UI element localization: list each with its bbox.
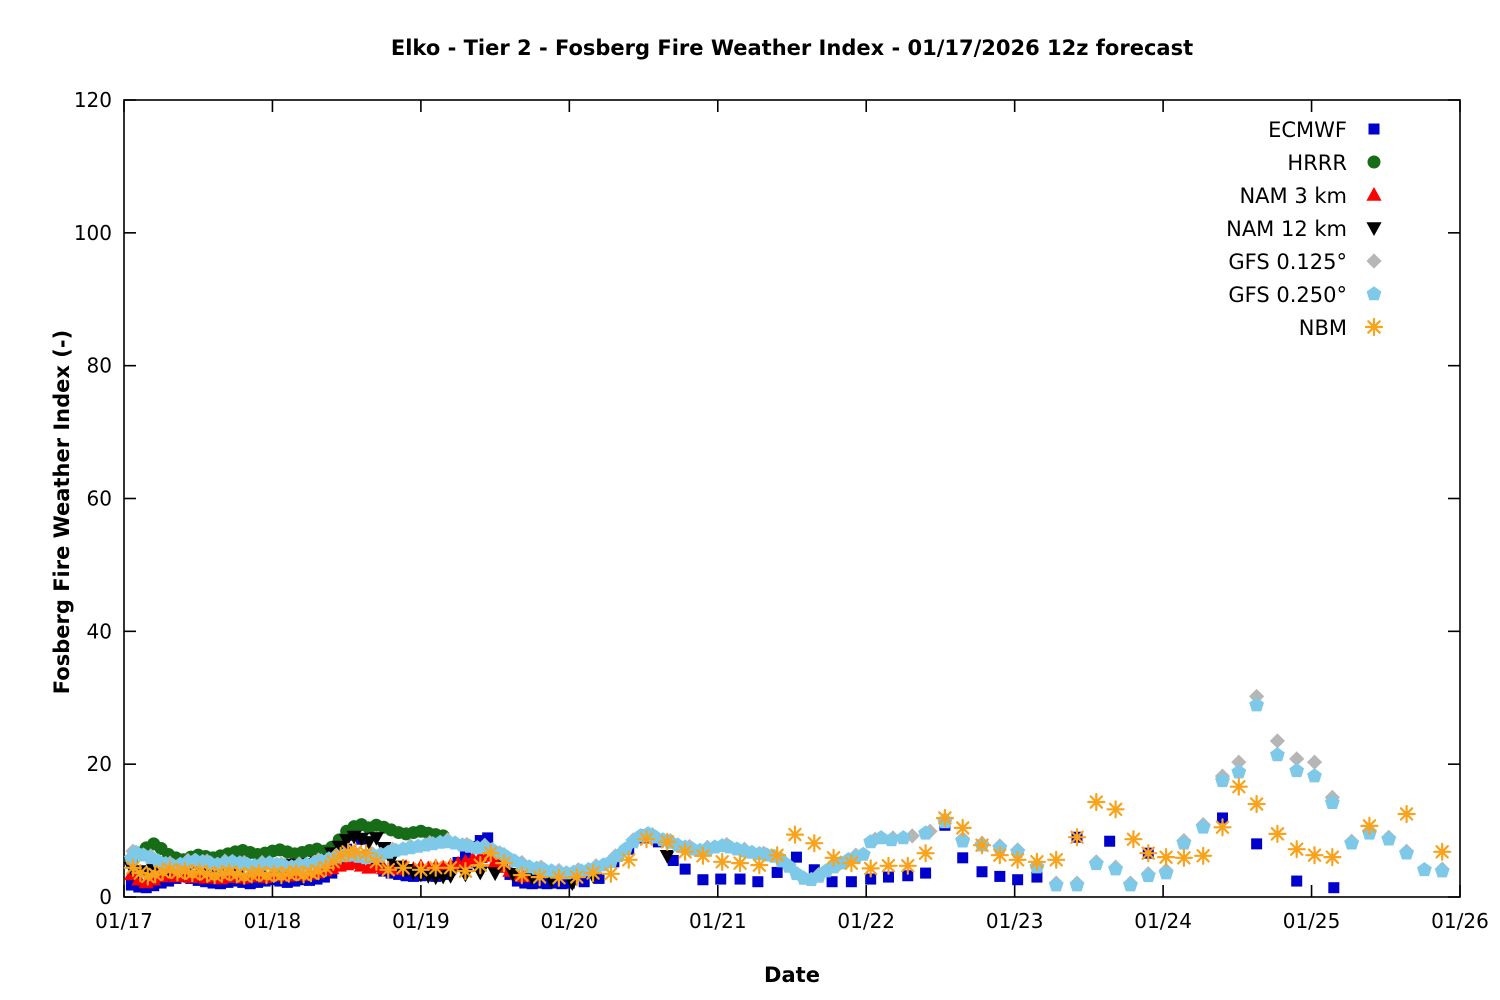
y-axis-ticks: 0 20 40 60 80 100 120 xyxy=(74,88,1460,909)
y-tick-label: 80 xyxy=(87,354,112,378)
legend-label: NBM xyxy=(1299,316,1347,340)
legend-item-hrrr: HRRR xyxy=(1287,151,1381,175)
series-gfs-0-250 xyxy=(124,697,1450,892)
x-tick-label: 01/23 xyxy=(986,909,1044,933)
y-tick-label: 20 xyxy=(87,752,112,776)
y-tick-label: 100 xyxy=(74,221,112,245)
x-tick-label: 01/17 xyxy=(95,909,153,933)
legend-marker-pentagon-icon xyxy=(1366,286,1382,301)
chart-title: Elko - Tier 2 - Fosberg Fire Weather Ind… xyxy=(390,36,1194,60)
legend-label: GFS 0.250° xyxy=(1228,283,1347,307)
legend-item-nam-3-km: NAM 3 km xyxy=(1239,184,1382,208)
legend-marker-circle-icon xyxy=(1367,155,1381,169)
x-tick-label: 01/24 xyxy=(1134,909,1192,933)
series-nbm xyxy=(123,777,1452,887)
y-tick-label: 40 xyxy=(87,619,112,643)
x-axis-label: Date xyxy=(764,963,820,987)
x-tick-label: 01/20 xyxy=(541,909,599,933)
legend-marker-triangle-down-icon xyxy=(1366,222,1382,236)
legend-marker-triangle-up-icon xyxy=(1366,187,1382,201)
legend-label: ECMWF xyxy=(1268,118,1347,142)
x-tick-label: 01/19 xyxy=(392,909,450,933)
x-tick-label: 01/25 xyxy=(1283,909,1341,933)
y-tick-label: 0 xyxy=(99,885,112,909)
y-tick-label: 60 xyxy=(87,487,112,511)
legend-label: NAM 3 km xyxy=(1239,184,1347,208)
legend-item-nam-12-km: NAM 12 km xyxy=(1226,217,1382,241)
y-tick-label: 120 xyxy=(74,88,112,112)
x-tick-label: 01/22 xyxy=(837,909,895,933)
legend-marker-diamond-icon xyxy=(1366,253,1382,269)
legend-marker-asterisk-icon xyxy=(1364,317,1384,337)
legend-label: NAM 12 km xyxy=(1226,217,1347,241)
legend-item-ecmwf: ECMWF xyxy=(1268,118,1380,142)
legend-item-gfs-0-125: GFS 0.125° xyxy=(1228,250,1382,274)
legend-item-gfs-0-250: GFS 0.250° xyxy=(1228,283,1382,307)
x-tick-label: 01/21 xyxy=(689,909,747,933)
x-tick-label: 01/26 xyxy=(1431,909,1489,933)
legend-marker-square-icon xyxy=(1368,123,1380,135)
x-tick-label: 01/18 xyxy=(244,909,302,933)
legend-item-nbm: NBM xyxy=(1299,316,1384,340)
legend: ECMWF HRRR NAM 3 km NAM 12 km GFS 0.125° GFS … xyxy=(1226,118,1384,340)
x-axis-ticks: 01/17 01/18 01/19 01/20 01/21 01/22 01/23 01/24… xyxy=(95,100,1489,933)
legend-label: HRRR xyxy=(1287,151,1347,175)
legend-label: GFS 0.125° xyxy=(1228,250,1347,274)
